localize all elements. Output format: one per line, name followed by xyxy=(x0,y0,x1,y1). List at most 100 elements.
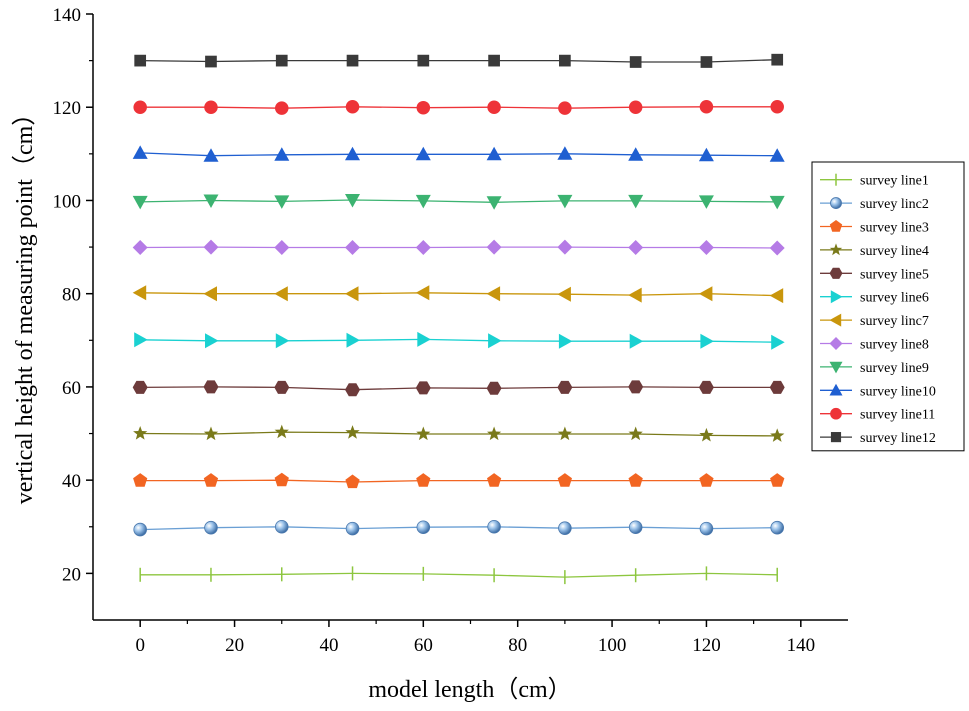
data-point xyxy=(770,520,784,535)
data-point xyxy=(203,148,219,162)
data-point xyxy=(204,100,218,114)
x-tick-label: 0 xyxy=(135,635,145,656)
legend-item: survey linc7 xyxy=(820,313,929,329)
legend-box xyxy=(811,161,965,452)
data-point xyxy=(557,146,573,160)
series-line xyxy=(140,59,778,63)
x-tick-label: 120 xyxy=(692,635,721,656)
data-point xyxy=(132,240,148,255)
data-point xyxy=(629,56,642,68)
data-point xyxy=(275,333,290,349)
legend-marker xyxy=(829,220,843,232)
y-tick-label: 80 xyxy=(62,285,81,306)
x-tick-label: 60 xyxy=(414,635,433,656)
data-point xyxy=(557,194,573,209)
legend-label: survey line1 xyxy=(860,174,929,189)
legend-label: survey linc2 xyxy=(860,197,929,212)
data-point xyxy=(345,425,360,439)
x-axis-title: model length（cm） xyxy=(368,677,571,703)
legend-marker xyxy=(829,361,843,374)
series-line xyxy=(140,106,778,109)
data-point xyxy=(769,380,785,394)
series-3 xyxy=(133,472,785,489)
data-point xyxy=(203,426,219,441)
data-point xyxy=(415,146,431,161)
data-point xyxy=(770,473,785,487)
data-point xyxy=(345,286,359,302)
data-point xyxy=(415,285,430,301)
legend-marker xyxy=(830,197,842,210)
series-layer xyxy=(132,53,785,585)
legend-label: survey line5 xyxy=(860,267,929,282)
data-point xyxy=(274,424,289,439)
series-line xyxy=(140,431,778,437)
data-point xyxy=(699,100,714,114)
data-point xyxy=(698,240,714,255)
legend-item: survey line8 xyxy=(820,337,929,353)
data-point xyxy=(698,195,714,209)
data-point xyxy=(274,472,289,487)
legend-label: survey line9 xyxy=(860,361,929,376)
legend-label: survey line6 xyxy=(860,291,929,306)
series-line xyxy=(140,526,778,531)
data-point xyxy=(771,53,784,66)
y-tick-label: 60 xyxy=(62,378,81,399)
legend-item: survey line6 xyxy=(820,290,929,306)
data-point xyxy=(698,286,713,302)
data-point xyxy=(487,100,501,114)
data-point xyxy=(628,287,642,303)
data-point xyxy=(486,146,502,161)
data-point xyxy=(628,194,644,209)
data-point xyxy=(698,380,714,394)
data-point xyxy=(698,147,714,162)
data-point xyxy=(346,54,359,67)
data-point xyxy=(416,100,431,115)
data-point xyxy=(628,520,643,535)
data-point xyxy=(134,54,147,67)
data-point xyxy=(133,473,148,487)
data-point xyxy=(416,426,431,441)
data-point xyxy=(486,239,502,255)
data-point xyxy=(628,380,644,394)
data-point xyxy=(558,101,572,115)
data-point xyxy=(417,54,430,67)
data-point xyxy=(628,100,643,114)
legend-marker xyxy=(830,432,842,443)
data-point xyxy=(416,473,431,487)
series-7 xyxy=(132,285,784,304)
series-5 xyxy=(132,380,785,397)
data-point xyxy=(274,195,290,209)
y-tick-label: 40 xyxy=(62,471,81,492)
data-point xyxy=(345,240,360,255)
y-tick-label: 140 xyxy=(53,5,82,26)
series-8 xyxy=(132,239,785,256)
data-point xyxy=(345,383,360,397)
axes: 0 20 40 60 80 100 120 140 20 40 60 80 100 120 140 xyxy=(53,5,848,656)
data-point xyxy=(770,100,784,114)
legend-label: survey line3 xyxy=(860,221,929,236)
series-line xyxy=(140,152,778,157)
data-point xyxy=(415,194,431,209)
data-point xyxy=(699,521,714,536)
data-point xyxy=(274,147,290,161)
data-point xyxy=(345,521,360,536)
data-point xyxy=(557,426,572,441)
data-point xyxy=(132,145,148,159)
legend-item: survey line5 xyxy=(820,267,929,282)
data-point xyxy=(203,239,219,255)
data-point xyxy=(487,426,502,441)
series-12 xyxy=(134,53,784,68)
data-point xyxy=(416,520,431,535)
legend-label: survey line8 xyxy=(860,338,929,353)
data-point xyxy=(770,428,785,442)
legend-marker xyxy=(830,407,842,420)
data-point xyxy=(628,426,643,441)
series-6 xyxy=(134,331,785,350)
legend-marker xyxy=(829,267,843,279)
data-point xyxy=(628,473,643,487)
data-point xyxy=(699,473,714,487)
data-point xyxy=(771,334,785,350)
data-point xyxy=(132,380,148,394)
data-point xyxy=(488,333,502,349)
